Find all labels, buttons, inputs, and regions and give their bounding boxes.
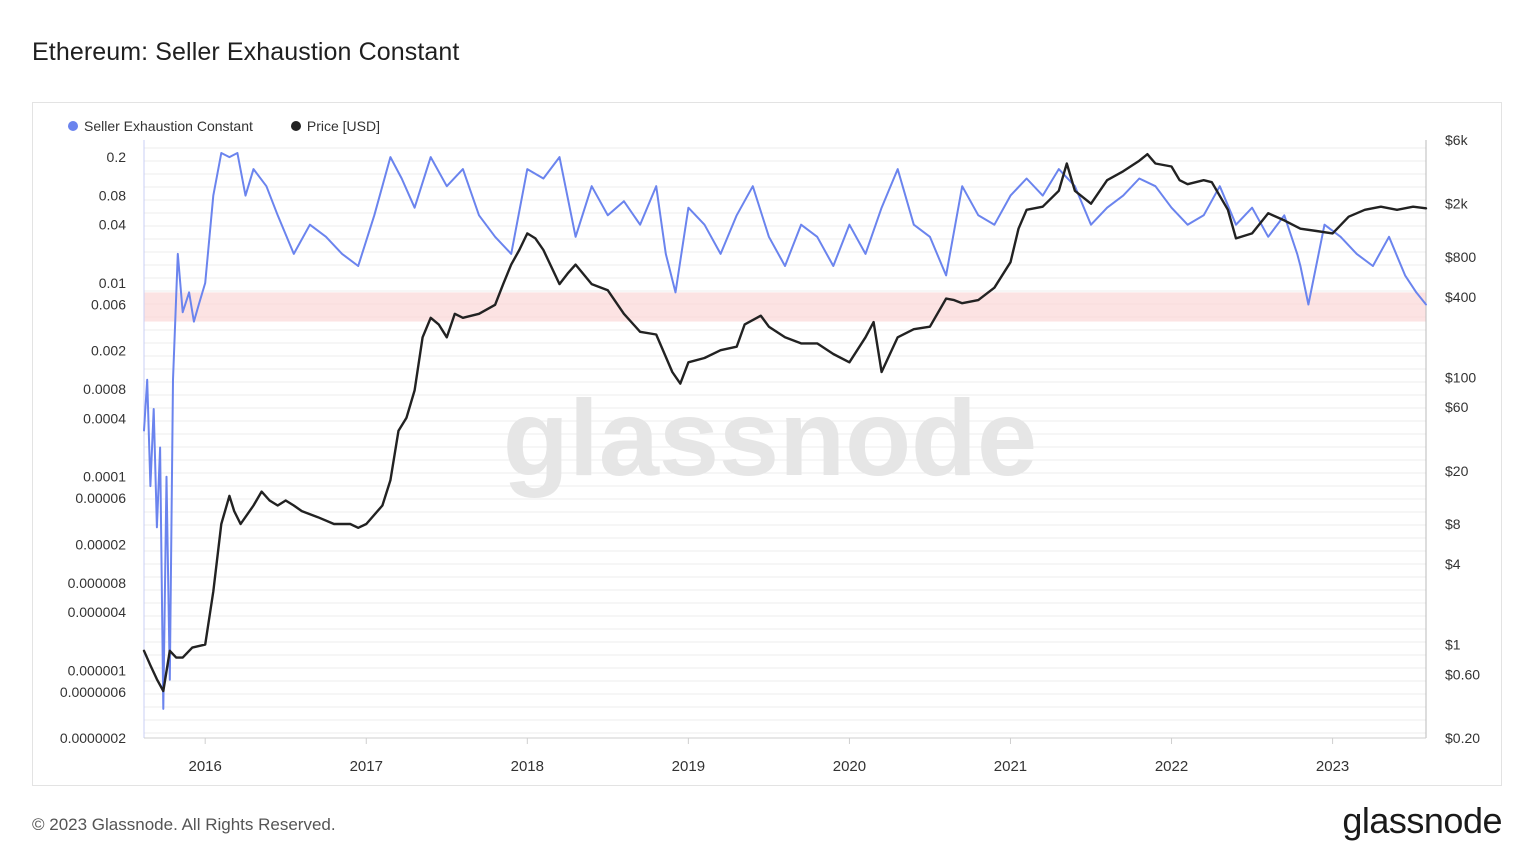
x-tick-label: 2019	[672, 758, 705, 775]
series-line-seller-exhaustion	[143, 152, 1427, 710]
y-left-tick-label: 0.0000002	[60, 730, 126, 746]
y-left-tick-label: 0.0004	[83, 410, 126, 426]
x-tick-label: 2018	[511, 758, 544, 775]
y-left-tick-label: 0.00002	[75, 536, 126, 552]
legend: Seller Exhaustion Constant Price [USD]	[68, 118, 380, 134]
y-left-tick-label: 0.006	[91, 297, 126, 313]
legend-item-sec[interactable]: Seller Exhaustion Constant	[68, 118, 253, 134]
watermark: glassnode	[503, 377, 1037, 498]
series-layer	[142, 152, 1428, 710]
y-left-tick-label: 0.04	[99, 217, 126, 233]
y-right-tick-label: $2k	[1445, 196, 1469, 212]
y-left-tick-label: 0.000004	[68, 604, 127, 620]
legend-label-sec: Seller Exhaustion Constant	[84, 118, 253, 134]
y-right-tick-label: $8	[1445, 516, 1461, 532]
footer-copyright: © 2023 Glassnode. All Rights Reserved.	[32, 815, 336, 834]
y-left-tick-label: 0.002	[91, 343, 126, 359]
y-right-tick-label: $0.60	[1445, 666, 1480, 682]
watermark-layer: glassnode	[503, 377, 1037, 498]
y-left-tick-label: 0.0008	[83, 381, 126, 397]
x-tick-label: 2022	[1155, 758, 1188, 775]
series-line-price	[142, 152, 1428, 693]
legend-item-price[interactable]: Price [USD]	[290, 118, 380, 134]
y-left-tick-label: 0.08	[99, 188, 126, 204]
band-layer	[144, 292, 1426, 322]
y-left-tick-label: 0.2	[107, 149, 127, 165]
y-left-tick-label: 0.0000006	[60, 684, 126, 700]
y-right-tick-label: $400	[1445, 289, 1476, 305]
y-left-tick-label: 0.0001	[83, 469, 126, 485]
axes-layer	[143, 140, 1427, 744]
y-right-tick-label: $20	[1445, 463, 1469, 479]
legend-label-price: Price [USD]	[306, 118, 380, 134]
highlight-band	[144, 292, 1426, 322]
y-left-tick-label: 0.000008	[68, 575, 127, 591]
y-right-tick-label: $100	[1445, 370, 1476, 386]
y-right-tick-label: $6k	[1445, 132, 1469, 148]
legend-dot-price	[290, 121, 301, 131]
y-right-tick-label: $800	[1445, 249, 1476, 265]
x-tick-label: 2023	[1316, 758, 1349, 775]
glassnode-logo[interactable]: glassnode	[1342, 800, 1502, 841]
page-title: Ethereum: Seller Exhaustion Constant	[32, 38, 460, 66]
y-left-tick-label: 0.000001	[68, 662, 127, 678]
x-tick-label: 2021	[994, 758, 1027, 775]
legend-dot-sec	[68, 121, 78, 131]
y-right-tick-label: $0.20	[1445, 730, 1480, 746]
y-right-tick-label: $1	[1445, 637, 1461, 653]
y-right-tick-label: $60	[1445, 399, 1469, 415]
y-left-tick-label: 0.00006	[75, 490, 126, 506]
y-left-tick-label: 0.01	[99, 275, 126, 291]
tick-labels-layer: 2016 2017 2018 2019 2020 2021 2022 2023 0.2 0.08 0…	[60, 132, 1480, 775]
x-tick-label: 2017	[350, 758, 383, 775]
x-tick-label: 2020	[833, 758, 866, 775]
x-tick-label: 2016	[189, 758, 222, 775]
y-right-tick-label: $4	[1445, 556, 1461, 572]
